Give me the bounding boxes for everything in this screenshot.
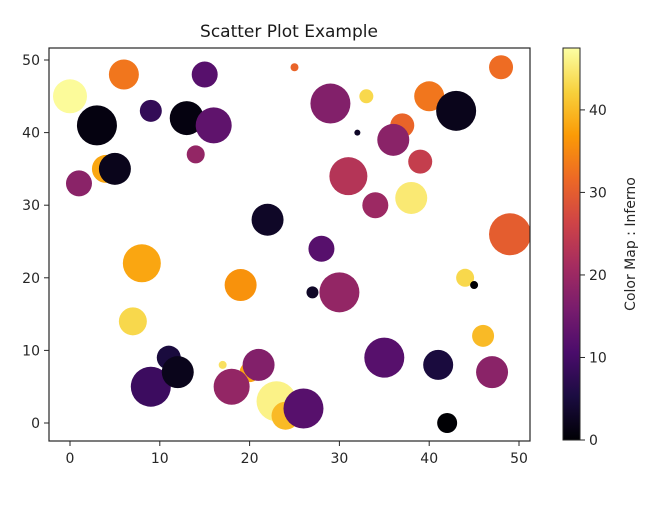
colorbar [562,47,581,441]
y-tick-label: 20 [22,271,40,287]
data-point [139,99,162,122]
colorbar-tick-label: 30 [589,185,607,201]
data-point [476,356,509,389]
data-point [408,149,433,174]
data-point [470,281,479,290]
data-point [76,105,117,146]
data-point [118,307,147,336]
x-tick-label: 50 [510,451,528,467]
y-tick-label: 40 [22,126,40,142]
y-tick-label: 10 [22,343,40,359]
data-point [329,157,368,196]
data-point [489,213,530,256]
data-point [283,388,324,429]
data-point [423,349,454,380]
x-axis: 0 10 20 30 40 50 [66,441,528,467]
data-point [130,366,171,407]
data-point [414,81,445,112]
data-point [306,286,319,299]
data-point [395,181,428,214]
colorbar-tick-label: 20 [589,268,607,284]
colorbar-tick-label: 10 [589,350,607,366]
y-axis: 0 10 20 30 40 50 [22,53,49,432]
data-point [362,192,389,219]
y-tick-label: 50 [22,53,40,69]
y-tick-label: 30 [22,198,40,214]
data-point [310,83,351,124]
y-tick-label: 0 [31,416,40,432]
scatter-points [53,55,530,433]
data-point [489,55,514,80]
data-point [53,79,87,114]
data-point [191,61,218,88]
colorbar-label: Color Map : Inferno [623,177,639,311]
data-point [290,63,299,72]
data-point [251,203,284,236]
data-point [218,360,227,369]
x-tick-label: 10 [151,451,169,467]
data-point [456,268,475,287]
colorbar-tick-label: 0 [589,433,598,449]
data-point [195,107,232,144]
data-point [224,269,257,302]
data-point [437,413,458,433]
data-point [364,337,405,378]
data-point [122,244,161,283]
plot-frame [48,47,531,442]
data-point [161,356,194,389]
data-point [98,152,131,185]
data-point [169,101,204,136]
x-tick-label: 20 [241,451,259,467]
data-point [436,90,477,131]
x-tick-label: 30 [330,451,348,467]
colorbar-axis: 0 10 20 30 40 [580,103,607,449]
data-point [108,59,139,90]
chart-title: Scatter Plot Example [200,22,378,42]
data-point [472,324,495,347]
data-point [377,123,410,156]
data-point [354,129,361,136]
data-point [319,272,360,313]
data-point [65,170,92,197]
x-tick-label: 40 [420,451,438,467]
data-point [213,368,250,405]
data-point [242,348,275,381]
colorbar-tick-label: 40 [589,103,607,119]
x-tick-label: 0 [66,451,75,467]
data-point [308,235,335,262]
data-point [186,145,205,164]
data-point [359,89,374,104]
